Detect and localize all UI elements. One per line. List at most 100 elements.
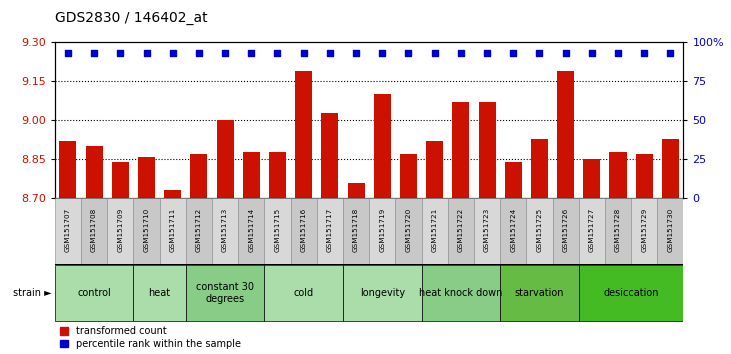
Text: heat knock down: heat knock down xyxy=(419,288,502,298)
Text: longevity: longevity xyxy=(360,288,405,298)
Bar xyxy=(395,198,422,264)
Bar xyxy=(159,198,186,264)
Bar xyxy=(164,190,181,198)
Bar xyxy=(322,113,338,198)
Text: GSM151716: GSM151716 xyxy=(300,207,307,252)
Text: strain ►: strain ► xyxy=(12,288,51,298)
Point xyxy=(586,51,598,56)
Point xyxy=(324,51,336,56)
Text: starvation: starvation xyxy=(515,288,564,298)
Bar xyxy=(265,198,290,264)
Point xyxy=(115,51,126,56)
Point xyxy=(455,51,466,56)
Bar xyxy=(133,265,186,321)
Text: GSM151710: GSM151710 xyxy=(143,207,150,252)
Point xyxy=(140,51,152,56)
Bar xyxy=(243,152,260,198)
Bar xyxy=(583,159,600,198)
Bar xyxy=(186,265,265,321)
Point xyxy=(376,51,388,56)
Text: control: control xyxy=(77,288,111,298)
Bar xyxy=(605,198,631,264)
Bar xyxy=(238,198,265,264)
Bar xyxy=(553,198,579,264)
Bar xyxy=(426,141,443,198)
Bar xyxy=(369,198,395,264)
Bar xyxy=(343,198,369,264)
Text: cold: cold xyxy=(294,288,314,298)
Text: GSM151723: GSM151723 xyxy=(484,207,490,252)
Text: GSM151726: GSM151726 xyxy=(563,207,569,252)
Bar xyxy=(579,265,683,321)
Point xyxy=(560,51,572,56)
Bar xyxy=(347,183,365,198)
Point xyxy=(167,51,178,56)
Point xyxy=(612,51,624,56)
Bar xyxy=(610,152,626,198)
Bar xyxy=(631,198,657,264)
Bar xyxy=(138,157,155,198)
Text: GSM151730: GSM151730 xyxy=(667,207,673,252)
Legend: transformed count, percentile rank within the sample: transformed count, percentile rank withi… xyxy=(60,326,241,349)
Text: GSM151707: GSM151707 xyxy=(65,207,71,252)
Text: GSM151717: GSM151717 xyxy=(327,207,333,252)
Bar xyxy=(212,198,238,264)
Bar xyxy=(216,120,234,198)
Bar xyxy=(190,154,208,198)
Bar xyxy=(422,265,500,321)
Bar xyxy=(59,141,77,198)
Point xyxy=(88,51,100,56)
Text: GSM151721: GSM151721 xyxy=(431,207,438,252)
Bar xyxy=(86,146,102,198)
Bar xyxy=(112,162,129,198)
Point xyxy=(429,51,441,56)
Point xyxy=(62,51,74,56)
Bar xyxy=(662,138,679,198)
Bar xyxy=(295,71,312,198)
Text: GSM151714: GSM151714 xyxy=(249,207,254,252)
Text: GSM151712: GSM151712 xyxy=(196,207,202,252)
Bar xyxy=(636,154,653,198)
Bar xyxy=(422,198,447,264)
Bar xyxy=(557,71,574,198)
Point xyxy=(664,51,676,56)
Text: GSM151728: GSM151728 xyxy=(615,207,621,252)
Text: GSM151718: GSM151718 xyxy=(353,207,359,252)
Bar xyxy=(269,152,286,198)
Text: GSM151719: GSM151719 xyxy=(379,207,385,252)
Text: GSM151727: GSM151727 xyxy=(588,207,595,252)
Bar xyxy=(290,198,317,264)
Bar xyxy=(317,198,343,264)
Point xyxy=(246,51,257,56)
Bar xyxy=(133,198,159,264)
Point xyxy=(219,51,231,56)
Text: GSM151715: GSM151715 xyxy=(274,207,281,252)
Bar xyxy=(657,198,683,264)
Bar xyxy=(186,198,212,264)
Text: desiccation: desiccation xyxy=(603,288,659,298)
Bar xyxy=(579,198,605,264)
Bar xyxy=(81,198,107,264)
Text: GSM151713: GSM151713 xyxy=(222,207,228,252)
Text: GSM151709: GSM151709 xyxy=(117,207,124,252)
Point xyxy=(507,51,519,56)
Bar xyxy=(479,102,496,198)
Bar xyxy=(343,265,422,321)
Point xyxy=(298,51,309,56)
Bar xyxy=(531,138,548,198)
Point xyxy=(272,51,284,56)
Text: GSM151725: GSM151725 xyxy=(537,207,542,252)
Text: GSM151729: GSM151729 xyxy=(641,207,647,252)
Text: GSM151724: GSM151724 xyxy=(510,207,516,252)
Bar xyxy=(500,198,526,264)
Point xyxy=(481,51,493,56)
Bar xyxy=(400,154,417,198)
Bar xyxy=(265,265,343,321)
Text: GDS2830 / 146402_at: GDS2830 / 146402_at xyxy=(55,11,208,25)
Text: heat: heat xyxy=(148,288,170,298)
Point xyxy=(638,51,650,56)
Point xyxy=(403,51,414,56)
Bar xyxy=(474,198,500,264)
Bar xyxy=(504,162,522,198)
Bar xyxy=(374,95,391,198)
